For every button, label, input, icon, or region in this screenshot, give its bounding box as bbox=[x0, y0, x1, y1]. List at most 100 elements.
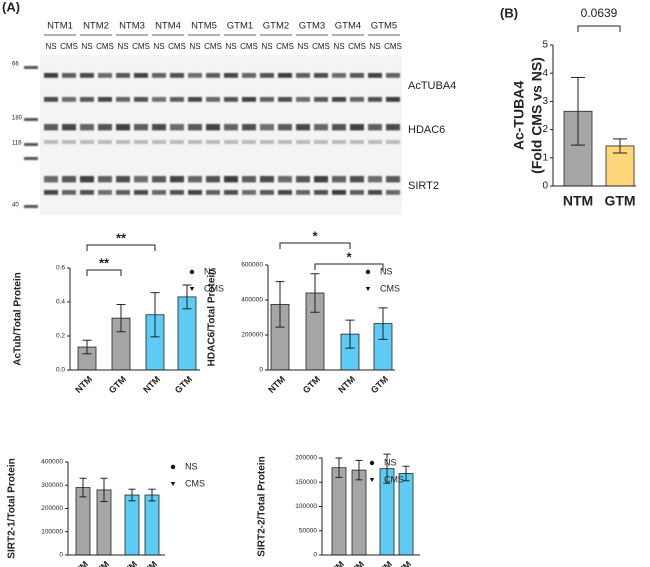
blot-band bbox=[242, 190, 256, 195]
blot-band bbox=[314, 124, 328, 131]
lane-group-label: NTM2 bbox=[83, 21, 109, 32]
lane-condition-label: NS bbox=[153, 42, 164, 51]
legend-symbol bbox=[369, 460, 375, 466]
significance-label: * bbox=[346, 249, 352, 264]
blot-band bbox=[296, 190, 310, 195]
blot-band bbox=[98, 73, 112, 78]
blot-background bbox=[40, 55, 402, 215]
blot-band bbox=[62, 176, 76, 183]
blot-band bbox=[296, 176, 310, 183]
y-tick-label: 0 bbox=[259, 367, 263, 374]
blot-band bbox=[206, 124, 220, 131]
y-tick-label: 50000 bbox=[299, 527, 317, 534]
blot-band bbox=[332, 97, 346, 102]
blot-band bbox=[152, 73, 166, 78]
y-axis-label: Ac-TUBA4 bbox=[511, 81, 527, 150]
blot-band bbox=[278, 140, 292, 144]
lane-condition-label: CMS bbox=[240, 42, 258, 51]
blot-band bbox=[98, 190, 112, 195]
blot-band bbox=[224, 73, 238, 78]
bar bbox=[398, 473, 414, 556]
blot-band bbox=[350, 124, 364, 131]
lane-group-label: GTM4 bbox=[335, 21, 361, 32]
blot-band bbox=[152, 140, 166, 144]
marker-label: 66 bbox=[12, 62, 19, 68]
blot-band bbox=[260, 190, 274, 195]
y-axis-label: AcTub/Total Protein bbox=[13, 272, 24, 366]
legend-symbol bbox=[189, 287, 195, 291]
marker-label: 40 bbox=[12, 203, 19, 209]
y-tick-label: 400000 bbox=[241, 297, 263, 304]
blot-band bbox=[368, 176, 382, 183]
blot-band bbox=[188, 140, 202, 144]
y-tick-label: 400000 bbox=[41, 459, 63, 466]
blot-band bbox=[116, 140, 130, 144]
blot-band bbox=[44, 140, 58, 144]
blot-band bbox=[278, 124, 292, 131]
blot-band bbox=[332, 140, 346, 144]
x-tick-label: NTM bbox=[118, 559, 139, 567]
x-tick-label: NTM bbox=[266, 374, 287, 395]
legend-label: CMS bbox=[380, 283, 400, 293]
legend-label: NS bbox=[185, 461, 198, 471]
y-tick-label: 300000 bbox=[41, 482, 63, 489]
blot-band bbox=[386, 124, 400, 131]
blot-band bbox=[80, 190, 94, 195]
panel-label: (A) bbox=[2, 0, 20, 14]
ladder-band bbox=[24, 205, 38, 208]
blot-band bbox=[350, 73, 364, 78]
lane-group-label: GTM1 bbox=[227, 21, 253, 32]
blot-band bbox=[224, 124, 238, 131]
y-tick-label: 0.2 bbox=[56, 333, 65, 340]
bar bbox=[351, 469, 367, 556]
blot-band bbox=[98, 97, 112, 102]
lane-group-label: NTM1 bbox=[47, 21, 73, 32]
blot-band bbox=[332, 176, 346, 183]
blot-band bbox=[134, 140, 148, 144]
blot-band bbox=[386, 73, 400, 78]
blot-band bbox=[44, 176, 58, 183]
blot-band bbox=[350, 176, 364, 183]
lane-group-label: NTM3 bbox=[119, 21, 145, 32]
x-tick-label: GTM bbox=[138, 559, 159, 567]
ladder-band bbox=[24, 118, 38, 121]
blot-band bbox=[296, 73, 310, 78]
blot-band bbox=[224, 176, 238, 183]
blot-band bbox=[62, 124, 76, 131]
blot-band bbox=[386, 97, 400, 102]
lane-group-label: NTM5 bbox=[191, 21, 217, 32]
x-tick-label: NTM bbox=[563, 193, 593, 209]
lane-condition-label: CMS bbox=[204, 42, 222, 51]
lane-condition-label: NS bbox=[297, 42, 308, 51]
blot-band bbox=[80, 73, 94, 78]
significance-label: 0.0639 bbox=[581, 6, 618, 20]
blot-band bbox=[170, 97, 184, 102]
y-axis-label: HDAC6/Total Protein bbox=[207, 269, 218, 367]
blot-band bbox=[386, 176, 400, 183]
ladder-band bbox=[24, 66, 38, 69]
ladder-band bbox=[24, 143, 38, 146]
lane-condition-label: NS bbox=[189, 42, 200, 51]
significance-bracket bbox=[86, 244, 156, 251]
blot-band bbox=[44, 124, 58, 131]
x-tick-label: NTM bbox=[373, 559, 394, 567]
blot-band bbox=[116, 190, 130, 195]
blot-band bbox=[368, 73, 382, 78]
blot-band bbox=[116, 124, 130, 131]
lane-group-label: GTM5 bbox=[371, 21, 397, 32]
blot-band bbox=[188, 97, 202, 102]
blot-band bbox=[80, 176, 94, 183]
y-tick-label: 100000 bbox=[295, 503, 317, 510]
blot-band bbox=[134, 124, 148, 131]
legend-symbol bbox=[365, 269, 371, 275]
blot-band bbox=[260, 176, 274, 183]
blot-band bbox=[80, 124, 94, 131]
y-tick-label: 2 bbox=[542, 124, 548, 135]
legend-label: NS bbox=[384, 457, 397, 467]
y-tick-label: 0 bbox=[313, 552, 317, 559]
blot-band bbox=[314, 176, 328, 183]
y-tick-label: 3 bbox=[542, 96, 548, 107]
blot-band bbox=[350, 97, 364, 102]
blot-band bbox=[368, 190, 382, 195]
y-tick-label: 150000 bbox=[295, 479, 317, 486]
